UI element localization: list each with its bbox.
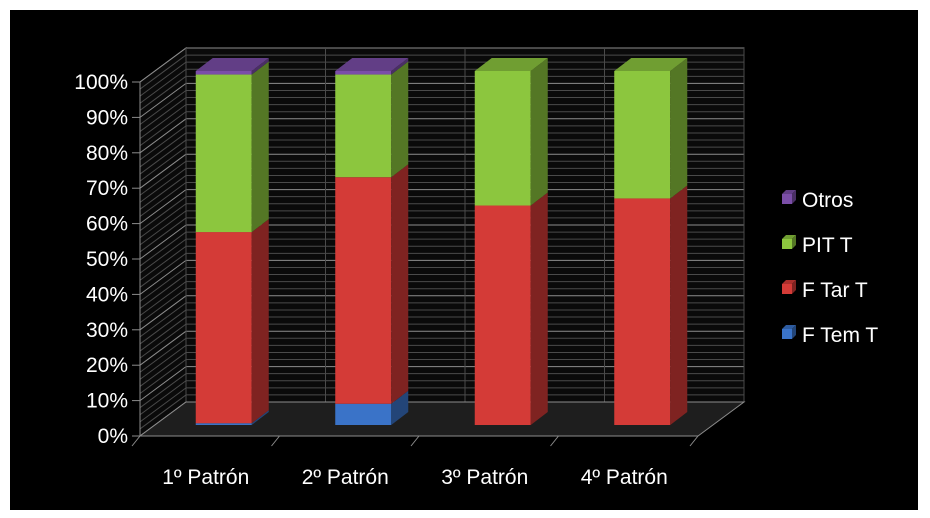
bar-segment <box>335 62 408 178</box>
legend-label: F Tar T <box>802 279 868 302</box>
y-axis-ticks: 0% 10% 20% 30% 40% 50% 60% 70% 80% 90% 100% <box>74 71 128 448</box>
y-tick-label: 20% <box>86 354 128 377</box>
bar-segment <box>614 185 687 425</box>
bar-front-face <box>196 71 252 75</box>
category-tick <box>132 436 140 446</box>
chart-frame: 0% 10% 20% 30% 40% 50% 60% 70% 80% 90% 100% 1º Pat… <box>10 10 918 510</box>
legend: Otros PIT T F Tar T F Tem T <box>782 189 878 347</box>
y-tick-label: 60% <box>86 213 128 236</box>
bar-segment <box>475 58 548 206</box>
bar-side-face <box>252 62 269 233</box>
bar-stack-3 <box>475 58 548 425</box>
bar-segment <box>475 193 548 425</box>
x-axis-labels: 1º Patrón 2º Patrón 3º Patrón 4º Patrón <box>162 466 668 489</box>
bar-front-face <box>335 177 391 404</box>
bar-stack-2 <box>335 58 408 425</box>
y-tick-label: 10% <box>86 390 128 413</box>
bar-front-face <box>335 71 391 75</box>
bar-front-face <box>614 198 670 425</box>
y-tick-label: 30% <box>86 319 128 342</box>
legend-item: Otros <box>782 189 853 212</box>
legend-swatch <box>782 329 792 339</box>
legend-swatch <box>782 194 792 204</box>
category-label: 2º Patrón <box>302 466 389 489</box>
bar-front-face <box>475 206 531 425</box>
y-tick-label: 70% <box>86 177 128 200</box>
bar-segment <box>335 164 408 404</box>
legend-label: PIT T <box>802 234 853 257</box>
bar-segment <box>196 62 269 233</box>
bar-front-face <box>335 75 391 178</box>
bar-side-face <box>670 58 687 198</box>
bar-front-face <box>196 232 252 423</box>
legend-item: F Tem T <box>782 324 878 347</box>
bar-side-face <box>531 193 548 425</box>
bar-segment <box>614 58 687 198</box>
bar-front-face <box>335 404 391 425</box>
y-tick-label: 40% <box>86 283 128 306</box>
bar-side-face <box>391 164 408 404</box>
bar-stack-4 <box>614 58 687 425</box>
y-tick-label: 80% <box>86 142 128 165</box>
bar-front-face <box>475 71 531 206</box>
category-tick <box>272 436 280 446</box>
stacked-bar-chart: 0% 10% 20% 30% 40% 50% 60% 70% 80% 90% 100% 1º Pat… <box>10 10 918 510</box>
category-label: 4º Patrón <box>581 466 668 489</box>
bar-segment <box>196 219 269 423</box>
category-tick <box>551 436 559 446</box>
bar-side-face <box>670 185 687 425</box>
bar-stack-1 <box>196 58 269 425</box>
category-label: 3º Patrón <box>441 466 528 489</box>
category-tick <box>411 436 419 446</box>
legend-label: F Tem T <box>802 324 878 347</box>
bar-front-face <box>196 75 252 233</box>
y-tick-label: 50% <box>86 248 128 271</box>
category-tick <box>690 436 698 446</box>
bar-side-face <box>531 58 548 206</box>
category-label: 1º Patrón <box>162 466 249 489</box>
legend-item: F Tar T <box>782 279 868 302</box>
legend-item: PIT T <box>782 234 853 257</box>
bar-side-face <box>391 62 408 178</box>
bar-side-face <box>252 219 269 423</box>
bar-front-face <box>196 423 252 425</box>
legend-swatch <box>782 239 792 249</box>
legend-label: Otros <box>802 189 853 212</box>
legend-swatch <box>782 284 792 294</box>
y-tick-label: 100% <box>74 71 128 94</box>
bar-front-face <box>614 71 670 198</box>
y-tick-label: 90% <box>86 106 128 129</box>
y-tick-label: 0% <box>98 425 128 448</box>
